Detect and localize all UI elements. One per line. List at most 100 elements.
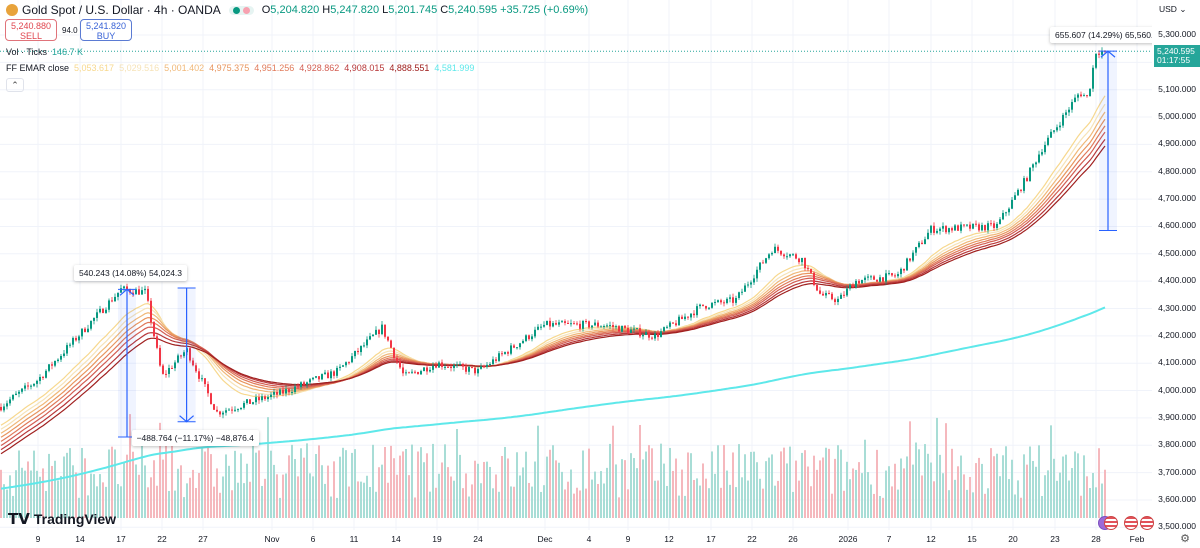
candle-body xyxy=(897,274,899,277)
volume-bar xyxy=(399,455,401,518)
candle-body xyxy=(261,396,263,401)
volume-bar xyxy=(1023,454,1025,518)
volume-bar xyxy=(327,465,329,518)
candle-body xyxy=(588,321,590,328)
volume-bar xyxy=(1020,497,1022,518)
volume-bar xyxy=(129,414,131,518)
candle-body xyxy=(84,328,86,332)
volume-bar xyxy=(957,466,959,518)
price-label: 4,900.000 xyxy=(1158,138,1196,149)
volume-bar xyxy=(474,460,476,518)
volume-bar xyxy=(555,460,557,518)
candle-body xyxy=(846,288,848,296)
price-label: 3,800.000 xyxy=(1158,439,1196,450)
candle-body xyxy=(900,268,902,275)
volume-bar xyxy=(624,460,626,518)
volume-bar xyxy=(96,486,98,518)
candle-body xyxy=(189,348,191,361)
candle-body xyxy=(996,223,998,228)
candle-body xyxy=(321,374,323,380)
candle-body xyxy=(483,366,485,368)
volume-bar xyxy=(939,454,941,518)
candle-body xyxy=(957,225,959,231)
volume-bar xyxy=(753,451,755,518)
volume-bar xyxy=(171,435,173,518)
candle-body xyxy=(1053,130,1055,132)
candle-body xyxy=(153,322,155,337)
candle-body xyxy=(333,371,335,376)
volume-bar xyxy=(828,448,830,518)
time-label: 22 xyxy=(747,534,757,544)
volume-bar xyxy=(807,466,809,518)
candle-body xyxy=(798,258,800,263)
candle-body xyxy=(156,336,158,348)
volume-legend[interactable]: Vol · Ticks 146.7 K xyxy=(6,47,84,57)
candle-body xyxy=(780,250,782,255)
market-status[interactable] xyxy=(228,5,254,15)
volume-bar xyxy=(1068,480,1070,518)
candle-body xyxy=(1083,95,1085,97)
candle-body xyxy=(594,322,596,326)
candle-body xyxy=(678,316,680,326)
candle-body xyxy=(486,364,488,367)
currency-selector[interactable]: USD ⌄ xyxy=(1159,4,1187,14)
candle-body xyxy=(450,366,452,369)
volume-bar xyxy=(609,443,611,518)
volume-bar xyxy=(768,457,770,518)
candle-body xyxy=(723,302,725,304)
candle-body xyxy=(57,359,59,362)
volume-bar xyxy=(561,471,563,518)
volume-bar xyxy=(513,486,515,518)
volume-bar xyxy=(360,481,362,518)
candle-body xyxy=(627,327,629,333)
collapse-legend-button[interactable]: ⌃ xyxy=(6,78,24,92)
volume-bar xyxy=(339,456,341,518)
volume-bar xyxy=(108,449,110,518)
volume-bar xyxy=(279,497,281,518)
volume-bar xyxy=(936,417,938,518)
price-axis[interactable]: USD ⌄ 5,300.000 5,100.000 5,000.000 4,900.0… xyxy=(1152,0,1200,548)
volume-bar xyxy=(183,497,185,518)
symbol-title[interactable]: Gold Spot / U.S. Dollar · 4h · OANDA xyxy=(22,3,221,17)
candle-body xyxy=(237,409,239,411)
volume-bar xyxy=(795,460,797,518)
settings-icon[interactable]: ⚙ xyxy=(1180,533,1190,545)
volume-bar xyxy=(873,493,875,518)
candle-body xyxy=(1098,53,1100,55)
us-flag-event-icon[interactable] xyxy=(1124,516,1138,530)
sell-button[interactable]: 5,240.880 SELL xyxy=(5,19,57,41)
volume-bar xyxy=(9,475,11,518)
us-flag-event-icon[interactable] xyxy=(1140,516,1154,530)
us-flag-event-icon[interactable] xyxy=(1104,516,1118,530)
volume-bar xyxy=(462,488,464,518)
buy-button[interactable]: 5,241.820 BUY xyxy=(80,19,132,41)
volume-bar xyxy=(732,452,734,518)
candle-body xyxy=(114,296,116,302)
tv-logo-icon: 𝗧𝗩 xyxy=(8,511,30,528)
volume-bar xyxy=(72,465,74,518)
candle-body xyxy=(993,223,995,228)
candle-body xyxy=(180,355,182,357)
volume-bar xyxy=(60,475,62,518)
time-label: 2026 xyxy=(838,534,858,544)
candle-body xyxy=(45,370,47,378)
volume-bar xyxy=(117,484,119,518)
volume-bar xyxy=(213,486,215,518)
ema-ribbon-line xyxy=(0,95,1106,426)
candle-body xyxy=(1059,125,1061,128)
candle-body xyxy=(417,372,419,375)
ema-legend[interactable]: FF EMAR close 5,053.617 5,029.516 5,001.402… xyxy=(6,63,475,73)
ema-ribbon-line xyxy=(0,118,1106,438)
price-label: 3,900.000 xyxy=(1158,411,1196,422)
candle-body xyxy=(912,252,914,261)
candle-body xyxy=(1002,212,1004,220)
candle-body xyxy=(387,336,389,341)
volume-bar xyxy=(786,463,788,518)
volume-bar xyxy=(801,452,803,518)
candle-body xyxy=(213,404,215,410)
candle-body xyxy=(48,364,50,371)
volume-bar xyxy=(1011,459,1013,518)
volume-bar xyxy=(75,472,77,518)
volume-bar xyxy=(123,462,125,518)
current-price: 5,240.595 xyxy=(1157,46,1195,56)
